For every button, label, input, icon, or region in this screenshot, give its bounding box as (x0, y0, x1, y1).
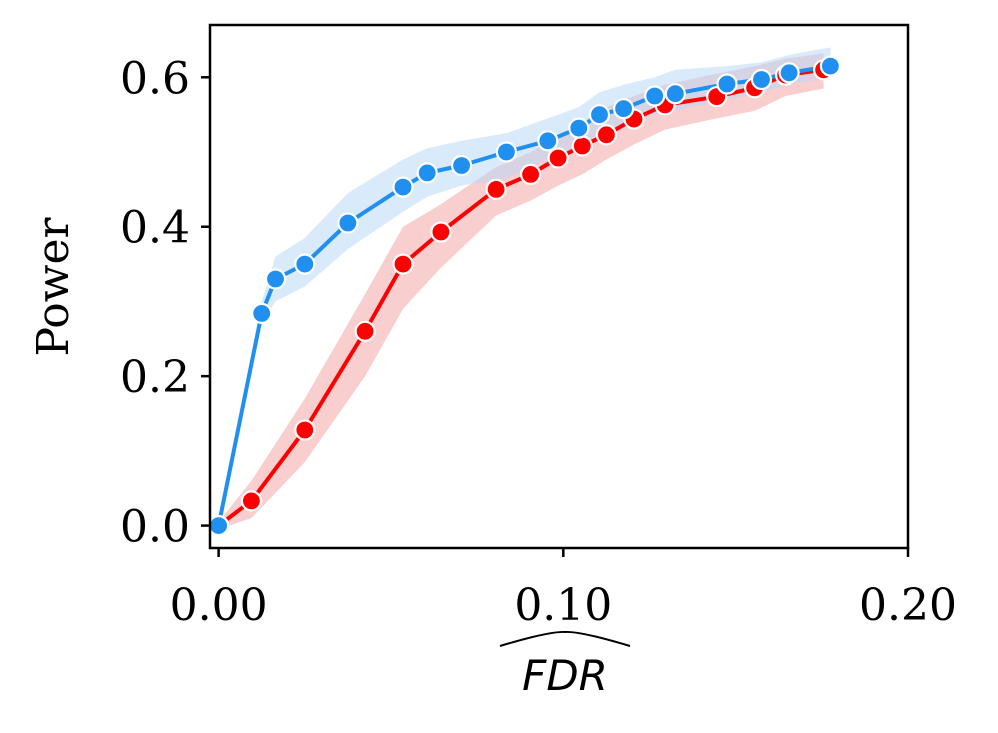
x-tick-label: 0.00 (170, 580, 268, 631)
point-blue (208, 514, 230, 537)
plot-frame (208, 23, 910, 550)
confidence-bands (218, 47, 831, 530)
point-red (547, 147, 569, 169)
point-blue (451, 154, 473, 177)
band-red (218, 53, 824, 530)
y-axis-label: Power (28, 217, 79, 357)
x-tick-label: 0.10 (514, 580, 612, 631)
point-blue (568, 117, 590, 139)
point-red (519, 163, 542, 185)
point-blue (392, 176, 414, 198)
point-red (392, 253, 414, 275)
point-blue (495, 141, 517, 163)
series-markers (208, 55, 842, 537)
point-blue (750, 68, 773, 91)
point-red (354, 320, 376, 342)
x-axis-label: FDR (522, 651, 608, 700)
x-axis-label-hat (499, 630, 631, 647)
point-red (485, 178, 507, 200)
point-blue (251, 302, 273, 324)
point-blue (416, 162, 438, 184)
point-red (595, 124, 618, 146)
point-blue (537, 130, 559, 152)
x-tick-label: 0.20 (859, 580, 957, 631)
point-blue (588, 104, 611, 126)
point-red (430, 221, 452, 243)
point-red (240, 490, 262, 512)
point-blue (716, 73, 738, 95)
point-blue (819, 55, 842, 77)
y-tick-label: 0.6 (120, 53, 190, 104)
band-blue (218, 47, 831, 530)
point-blue (664, 83, 686, 105)
y-tick-label: 0.4 (120, 203, 190, 254)
x-axis-ticks: 0.00 0.10 0.20 (170, 548, 957, 631)
point-blue (612, 98, 635, 120)
y-tick-label: 0.2 (120, 352, 190, 403)
point-red (571, 135, 593, 157)
point-blue (337, 212, 359, 234)
point-blue (294, 253, 316, 275)
point-blue (644, 85, 666, 107)
point-red (294, 419, 316, 441)
y-tick-label: 0.0 (120, 502, 190, 553)
y-axis-ticks: 0.0 0.2 0.4 0.6 (120, 53, 210, 553)
point-blue (778, 62, 800, 84)
point-blue (264, 268, 287, 290)
